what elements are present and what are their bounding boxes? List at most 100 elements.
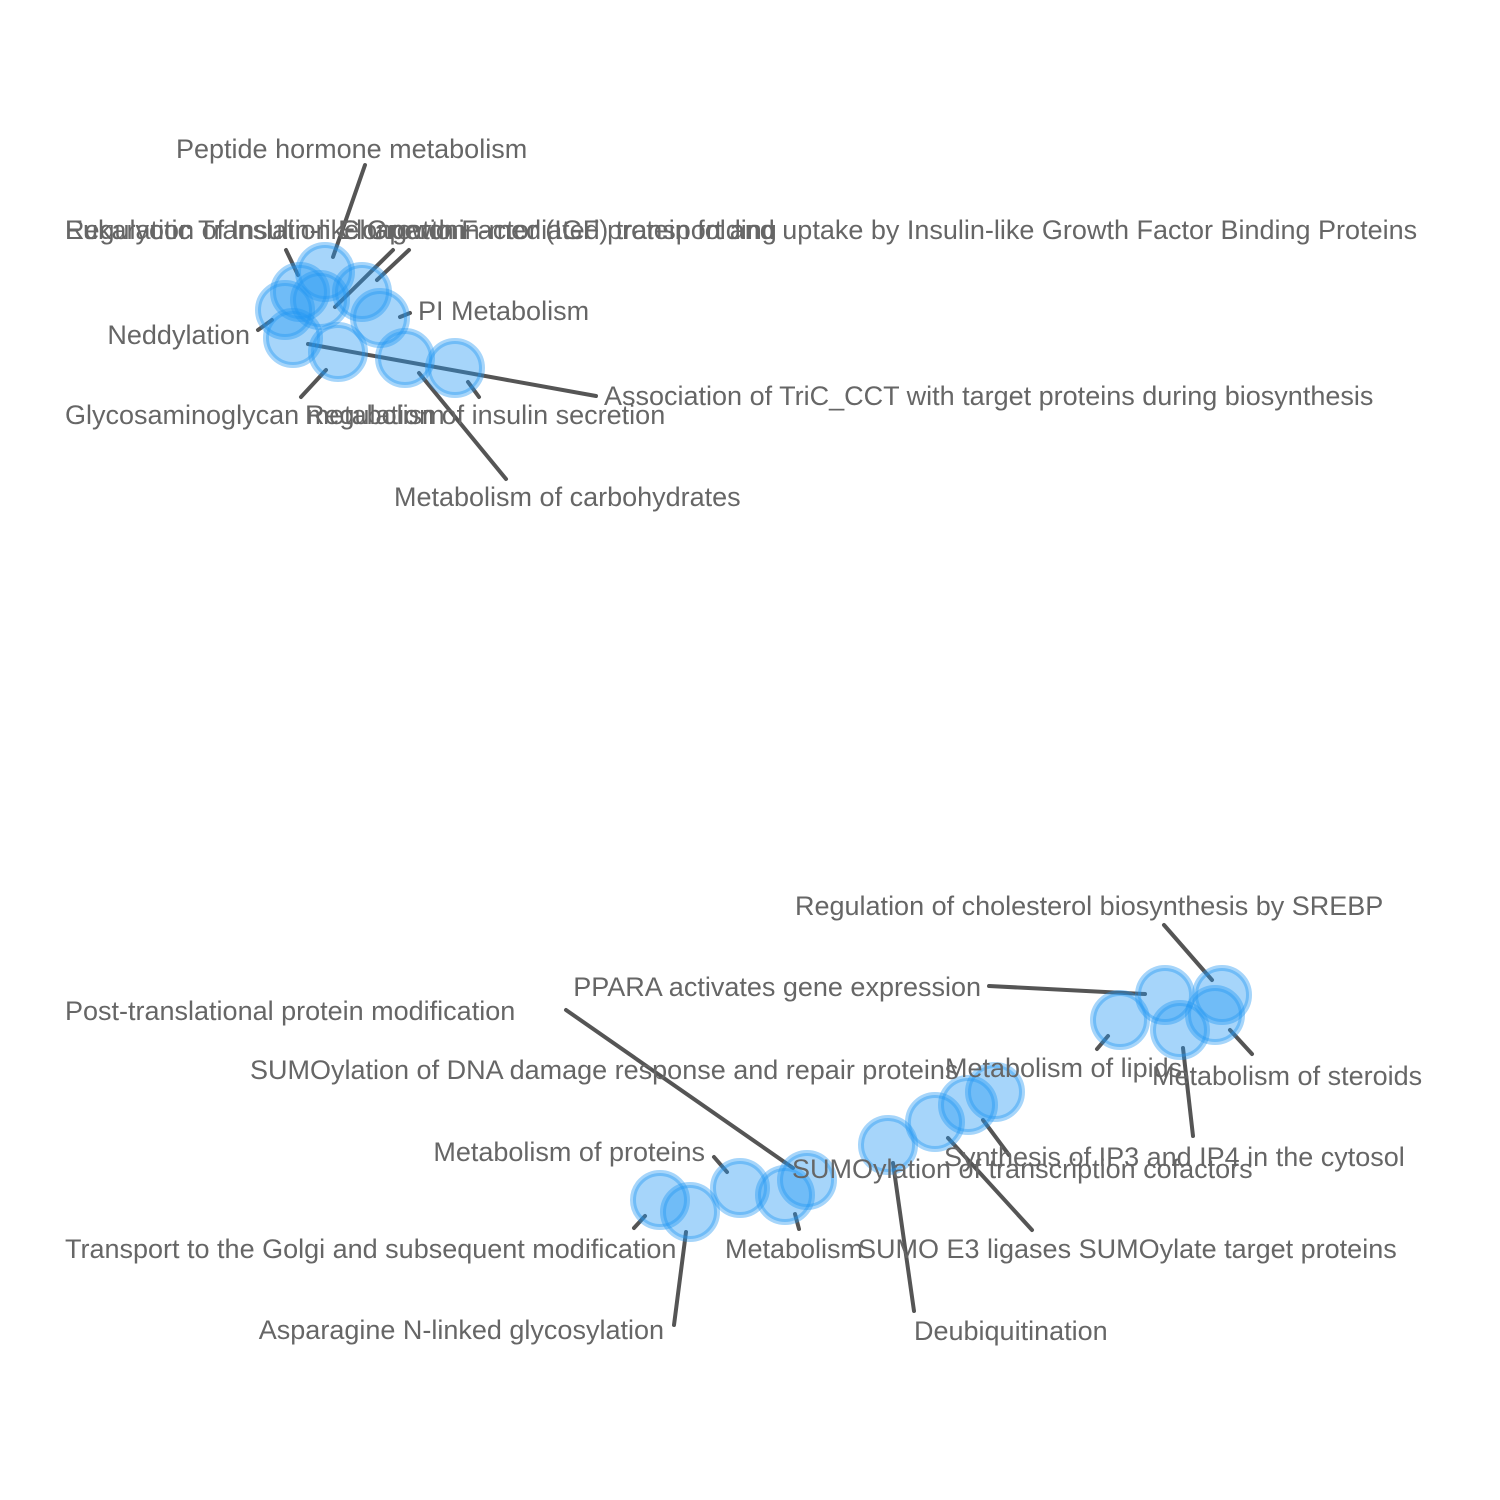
label-insulin: Regulation of insulin secretion [305,400,665,430]
node-fill [908,1095,962,1149]
leader-steroids [1228,1028,1254,1056]
node-fill [633,1173,687,1227]
node-eukaryotic [270,262,330,322]
node-sumo_dna [965,1062,1025,1122]
node-fill [353,291,407,345]
node-ring [350,288,410,348]
leader-pi [398,311,412,319]
node-fill [428,341,482,395]
node-ring [263,308,323,368]
label-proteins: Metabolism of proteins [433,1137,705,1167]
label-ptm: Post-translational protein modification [65,996,515,1026]
node-carbs [375,328,435,388]
node-ring [1135,965,1195,1025]
node-ring [1150,1000,1210,1060]
node-fill [1138,968,1192,1022]
node-ring [295,242,355,302]
node-sumo_e3 [905,1092,965,1152]
label-sumo_dna: SUMOylation of DNA damage response and r… [250,1055,958,1085]
leader-ip3 [1181,1046,1195,1138]
node-steroids [1185,985,1245,1045]
node-fill [311,325,365,379]
node-neddylation [255,280,315,340]
node-ring [255,280,315,340]
node-deubiq [858,1115,918,1175]
label-lipids: Metabolism of lipids [945,1053,1182,1083]
node-ring [660,1182,720,1242]
node-fill [1188,988,1242,1042]
leader-sumo_tc [981,1118,1011,1157]
label-ip3: Synthesis of IP3 and IP4 in the cytosol [944,1142,1405,1172]
node-fill [1093,993,1147,1047]
node-chaperonin [290,270,350,330]
label-golgi: Transport to the Golgi and subsequent mo… [65,1234,676,1264]
leader-peptide [331,163,367,259]
node-ring [938,1075,998,1135]
node-ring [755,1165,815,1225]
leader-asparagine [672,1230,688,1327]
label-metabolism: Metabolism [725,1234,863,1264]
leader-sumo_e3 [946,1136,1034,1232]
label-chaperonin: Chaperonin-mediated protein folding [340,215,777,245]
leader-carbs [417,371,508,481]
node-ip3 [1150,1000,1210,1060]
leader-srebp [1162,923,1214,982]
node-peptide [295,242,355,302]
label-eukaryotic: Eukaryotic Translation Elongation [65,215,466,245]
node-fill [293,273,347,327]
node-fill [861,1118,915,1172]
label-carbs: Metabolism of carbohydrates [394,482,741,512]
node-ring [270,262,330,322]
node-ring [1192,965,1252,1025]
node-srebp [1192,965,1252,1025]
node-tric [263,308,323,368]
node-fill [780,1153,834,1207]
leader-lipids [1095,1034,1110,1051]
node-pi [350,288,410,348]
node-ring [290,270,350,330]
node-ring [332,262,392,322]
node-fill [968,1065,1022,1119]
node-proteins [710,1158,770,1218]
label-peptide: Peptide hormone metabolism [176,134,527,164]
label-deubiq: Deubiquitination [914,1316,1108,1346]
node-fill [663,1185,717,1239]
node-fill [378,331,432,385]
leader-eukaryotic [284,248,300,277]
node-ring [1090,990,1150,1050]
leader-gag [299,368,328,399]
label-pi: PI Metabolism [418,296,589,326]
leader-lines [256,163,1254,1327]
node-ring [777,1150,837,1210]
node-ring [965,1062,1025,1122]
node-insulin [425,338,485,398]
leader-tric [306,342,598,398]
node-fill [1153,1003,1207,1057]
node-igfbp [332,262,392,322]
node-sumo_tc [938,1075,998,1135]
leader-golgi [632,1214,647,1230]
node-ring [858,1115,918,1175]
leader-chaperonin [333,248,395,309]
label-srebp: Regulation of cholesterol biosynthesis b… [795,891,1383,921]
node-ring [710,1158,770,1218]
label-gag: Glycosaminoglycan metabolism [65,400,445,430]
leader-neddylation [256,318,274,332]
node-fill [758,1168,812,1222]
node-metabolism [755,1165,815,1225]
label-sumo_e3: SUMO E3 ligases SUMOylate target protein… [858,1234,1397,1264]
node-gag [308,322,368,382]
node-fill [335,265,389,319]
node-fill [1195,968,1249,1022]
node-fill [258,283,312,337]
node-ppara [1135,965,1195,1025]
node-fill [941,1078,995,1132]
label-ppara: PPARA activates gene expression [573,972,981,1002]
node-lipids [1090,990,1150,1050]
leader-metabolism [793,1212,801,1231]
node-ring [425,338,485,398]
node-labels: Peptide hormone metabolism Regulation of … [65,134,1422,1346]
node-fill [713,1161,767,1215]
label-asparagine: Asparagine N-linked glycosylation [259,1315,664,1345]
